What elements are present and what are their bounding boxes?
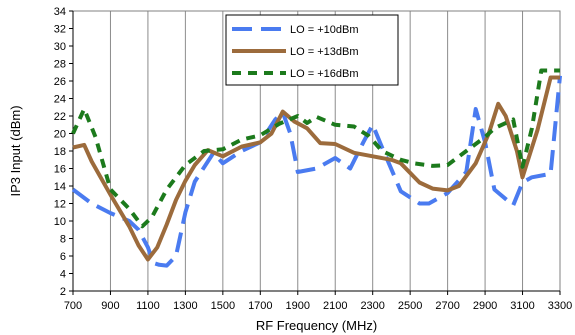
series-line-3 [71, 68, 560, 229]
x-tick-label: 1500 [211, 300, 235, 312]
y-tick-label: 24 [54, 94, 66, 106]
y-tick-label: 28 [54, 59, 66, 71]
legend-label: LO = +13dBm [290, 46, 359, 58]
legend: LO = +10dBm LO = +13dBm LO = +16dBm [225, 14, 399, 86]
x-tick-label: 1900 [286, 300, 310, 312]
x-tick-label: 2700 [435, 300, 459, 312]
x-tick-label: 2300 [360, 300, 384, 312]
x-tick-label: 900 [101, 300, 119, 312]
y-tick-label: 30 [54, 41, 66, 53]
x-tick-label: 1100 [136, 300, 160, 312]
y-tick-label: 20 [54, 129, 66, 141]
x-tick-label: 700 [64, 300, 82, 312]
y-tick-label: 8 [60, 234, 66, 246]
x-tick-label: 1700 [248, 300, 272, 312]
y-tick-label: 4 [60, 269, 66, 281]
legend-label: LO = +16dBm [290, 68, 359, 80]
y-tick-label: 26 [54, 76, 66, 88]
x-axis: 700 900 1100 1300 1500 1700 1900 2100 2300 2500 27… [64, 290, 572, 312]
y-tick-label: 22 [54, 111, 66, 123]
series-line-1 [71, 75, 562, 268]
x-tick-label: 3100 [510, 300, 534, 312]
x-tick-label: 1300 [173, 300, 197, 312]
y-tick-label: 14 [54, 181, 66, 193]
y-tick-label: 34 [54, 6, 66, 18]
y-tick-label: 2 [60, 286, 66, 298]
y-tick-label: 18 [54, 146, 66, 158]
y-tick-label: 6 [60, 251, 66, 263]
series-line-2 [72, 75, 560, 262]
y-axis-title: IP3 Input (dBm) [8, 105, 23, 196]
y-tick-label: 12 [54, 199, 66, 211]
x-tick-label: 2500 [398, 300, 422, 312]
x-axis-title: RF Frequency (MHz) [256, 318, 377, 333]
x-tick-label: 2100 [323, 300, 347, 312]
x-tick-label: 2900 [473, 300, 497, 312]
series-lines [71, 68, 562, 268]
y-tick-label: 16 [54, 164, 66, 176]
x-tick-label: 3300 [548, 300, 572, 312]
y-tick-label: 32 [54, 24, 66, 36]
y-tick-label: 10 [54, 216, 66, 228]
legend-label: LO = +10dBm [290, 24, 359, 36]
